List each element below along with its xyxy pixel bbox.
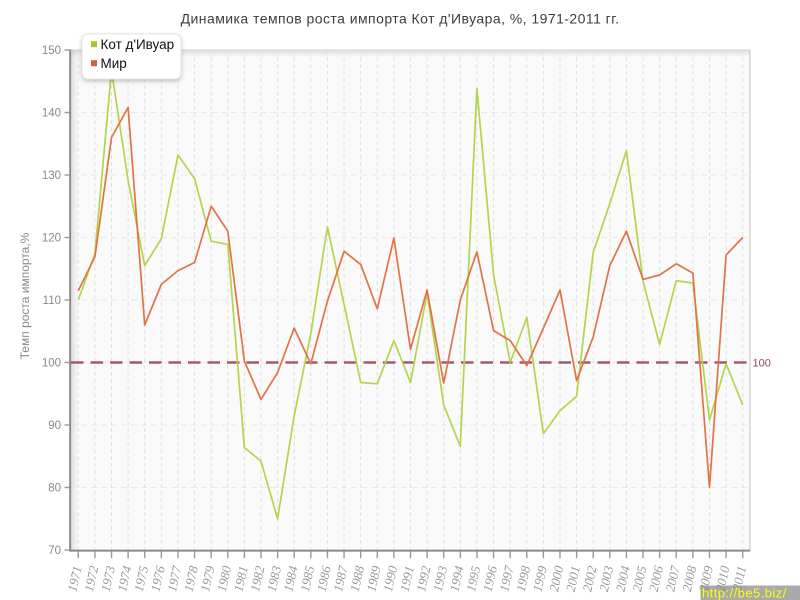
svg-text:1989: 1989 — [363, 564, 383, 593]
svg-text:1975: 1975 — [131, 564, 151, 593]
svg-text:1972: 1972 — [81, 564, 101, 593]
svg-text:1985: 1985 — [297, 564, 317, 593]
svg-text:1976: 1976 — [148, 564, 168, 593]
svg-text:1973: 1973 — [98, 564, 118, 593]
svg-text:2003: 2003 — [596, 564, 616, 593]
svg-text:2000: 2000 — [546, 564, 566, 593]
svg-text:100: 100 — [42, 358, 61, 370]
svg-text:Динамика темпов роста импорта: Динамика темпов роста импорта Кот д'Ивуа… — [181, 11, 620, 27]
svg-text:70: 70 — [48, 545, 61, 557]
svg-text:110: 110 — [43, 295, 61, 307]
svg-text:1991: 1991 — [397, 564, 417, 593]
svg-text:1998: 1998 — [513, 564, 533, 593]
svg-text:2002: 2002 — [579, 564, 599, 593]
svg-text:1995: 1995 — [463, 564, 483, 593]
svg-text:1996: 1996 — [480, 564, 500, 593]
svg-text:1988: 1988 — [347, 564, 367, 593]
svg-text:2005: 2005 — [629, 564, 649, 593]
svg-text:2006: 2006 — [646, 564, 666, 593]
svg-text:Темп роста импорта,%: Темп роста импорта,% — [18, 232, 32, 359]
svg-text:1993: 1993 — [430, 564, 450, 593]
svg-text:120: 120 — [42, 233, 61, 245]
svg-text:1980: 1980 — [214, 564, 234, 593]
svg-text:2007: 2007 — [662, 564, 682, 593]
svg-text:80: 80 — [48, 483, 61, 495]
svg-text:1974: 1974 — [114, 564, 134, 593]
svg-text:2011: 2011 — [729, 564, 749, 592]
svg-text:1990: 1990 — [380, 564, 400, 593]
svg-text:1997: 1997 — [496, 564, 516, 593]
svg-text:140: 140 — [42, 108, 61, 120]
svg-text:2001: 2001 — [563, 564, 583, 593]
svg-text:1978: 1978 — [181, 564, 201, 593]
svg-text:1983: 1983 — [264, 564, 284, 593]
svg-text:Мир: Мир — [101, 56, 127, 71]
svg-text:1999: 1999 — [530, 564, 550, 593]
svg-text:1977: 1977 — [164, 564, 184, 593]
svg-text:1994: 1994 — [446, 564, 466, 593]
svg-text:1992: 1992 — [413, 564, 433, 593]
svg-text:130: 130 — [42, 170, 61, 182]
svg-text:1979: 1979 — [197, 564, 217, 593]
svg-text:1982: 1982 — [247, 564, 267, 593]
svg-text:1986: 1986 — [314, 564, 334, 593]
svg-text:90: 90 — [48, 420, 61, 432]
svg-text:http://be5.biz/: http://be5.biz/ — [702, 586, 787, 600]
svg-text:1981: 1981 — [231, 564, 251, 593]
svg-text:150: 150 — [42, 45, 61, 57]
svg-text:1987: 1987 — [330, 564, 350, 593]
svg-text:1971: 1971 — [64, 564, 84, 593]
svg-text:Кот д'Ивуар: Кот д'Ивуар — [101, 37, 175, 52]
svg-text:1984: 1984 — [280, 564, 300, 593]
svg-text:2008: 2008 — [679, 564, 699, 593]
svg-text:100: 100 — [753, 358, 771, 370]
svg-text:2004: 2004 — [613, 564, 633, 593]
